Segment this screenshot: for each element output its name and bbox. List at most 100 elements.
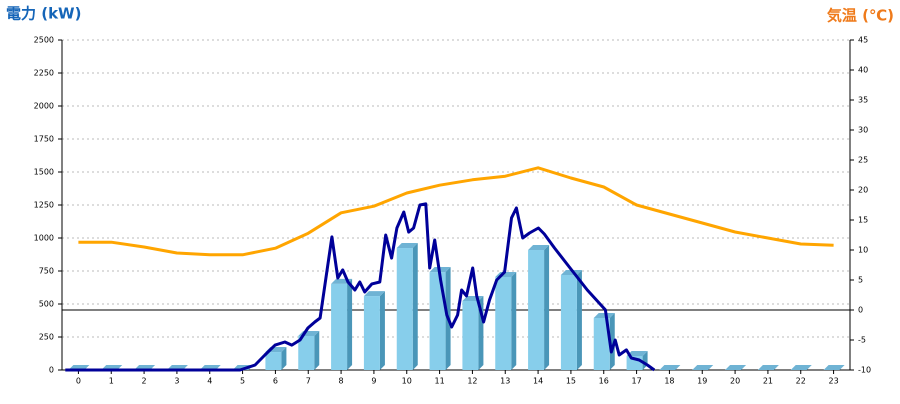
bar-face — [298, 335, 315, 370]
bar-face — [495, 276, 512, 370]
x-tick-label: 20 — [730, 377, 740, 386]
bar — [298, 330, 320, 370]
bar-face — [429, 272, 446, 370]
bar — [495, 271, 517, 370]
bar-face — [593, 312, 615, 318]
x-tick-label: 13 — [500, 377, 510, 386]
x-tick-label: 2 — [142, 377, 147, 386]
x-tick-label: 17 — [631, 377, 641, 386]
y2-tick-label: 15 — [858, 216, 868, 225]
bar-face — [314, 330, 320, 370]
bar-face — [790, 365, 812, 370]
bar-face — [511, 271, 517, 370]
y2-tick-label: 45 — [858, 36, 868, 45]
bar-face — [725, 365, 747, 370]
y2-tick-label: 20 — [858, 186, 868, 195]
x-tick-label: 6 — [273, 377, 278, 386]
bar — [331, 278, 353, 370]
y-tick-label: 2000 — [34, 102, 54, 111]
bar-face — [363, 296, 380, 370]
y-tick-label: 2250 — [34, 69, 54, 78]
bar-face — [265, 352, 282, 370]
y-tick-label: 1000 — [34, 234, 54, 243]
bar — [593, 312, 615, 370]
bar — [265, 347, 287, 370]
bar — [757, 365, 779, 370]
line — [65, 202, 656, 372]
y2-tick-label: 30 — [858, 126, 868, 135]
x-tick-label: 4 — [207, 377, 212, 386]
bar-face — [823, 365, 845, 370]
x-tick-label: 14 — [533, 377, 543, 386]
y-tick-label: 750 — [39, 267, 54, 276]
bar-face — [593, 317, 610, 370]
bar-face — [396, 248, 413, 370]
y-axis-title: 電力 (kW) — [6, 5, 81, 23]
bar-face — [692, 365, 714, 370]
bar-face — [412, 243, 418, 370]
bar-face — [576, 269, 582, 370]
x-tick-label: 1 — [109, 377, 114, 386]
bar-face — [528, 250, 545, 370]
x-tick-label: 10 — [402, 377, 412, 386]
x-tick-label: 21 — [763, 377, 773, 386]
line — [78, 166, 834, 257]
x-tick-label: 22 — [796, 377, 806, 386]
y2-axis-title: 気温 (℃) — [827, 7, 894, 25]
bar-face — [396, 243, 418, 249]
y-tick-label: 1500 — [34, 168, 54, 177]
x-tick-label: 15 — [566, 377, 576, 386]
bar-face — [659, 365, 681, 370]
x-tick-label: 5 — [240, 377, 245, 386]
y2-tick-label: 35 — [858, 96, 868, 105]
y2-tick-label: 10 — [858, 246, 868, 255]
y-tick-label: 0 — [49, 366, 54, 375]
x-tick-label: 12 — [467, 377, 477, 386]
x-tick-label: 18 — [664, 377, 674, 386]
x-tick-label: 23 — [828, 377, 838, 386]
y-tick-label: 2500 — [34, 36, 54, 45]
y2-tick-label: -5 — [858, 336, 866, 345]
y-tick-label: 250 — [39, 333, 54, 342]
bar — [790, 365, 812, 370]
bar-face — [462, 300, 479, 370]
bar-face — [281, 347, 287, 370]
bar-face — [363, 291, 385, 297]
y2-tick-label: -10 — [858, 366, 871, 375]
bar — [396, 243, 418, 370]
bar-face — [626, 351, 648, 357]
bar-face — [757, 365, 779, 370]
x-tick-label: 11 — [434, 377, 444, 386]
bar — [725, 365, 747, 370]
bar — [462, 295, 484, 370]
bar-face — [331, 283, 348, 370]
y2-tick-label: 25 — [858, 156, 868, 165]
bar-face — [379, 291, 385, 370]
y-tick-label: 1750 — [34, 135, 54, 144]
bar — [560, 269, 582, 370]
bar — [692, 365, 714, 370]
bar-face — [528, 245, 550, 251]
bar — [363, 291, 385, 370]
x-tick-label: 16 — [599, 377, 609, 386]
bar — [528, 245, 550, 370]
x-tick-label: 3 — [174, 377, 179, 386]
bar-face — [560, 269, 582, 275]
bar — [659, 365, 681, 370]
y2-tick-label: 0 — [858, 306, 863, 315]
bar-face — [560, 274, 577, 370]
y-tick-label: 500 — [39, 300, 54, 309]
x-tick-label: 19 — [697, 377, 707, 386]
bar-face — [609, 312, 615, 370]
x-tick-label: 9 — [371, 377, 376, 386]
bar-face — [544, 245, 550, 370]
y2-tick-label: 40 — [858, 66, 868, 75]
x-tick-label: 0 — [76, 377, 81, 386]
y2-tick-label: 5 — [858, 276, 863, 285]
x-tick-label: 8 — [339, 377, 344, 386]
bar-face — [347, 278, 353, 370]
bar — [823, 365, 845, 370]
x-tick-label: 7 — [306, 377, 311, 386]
y-tick-label: 1250 — [34, 201, 54, 210]
